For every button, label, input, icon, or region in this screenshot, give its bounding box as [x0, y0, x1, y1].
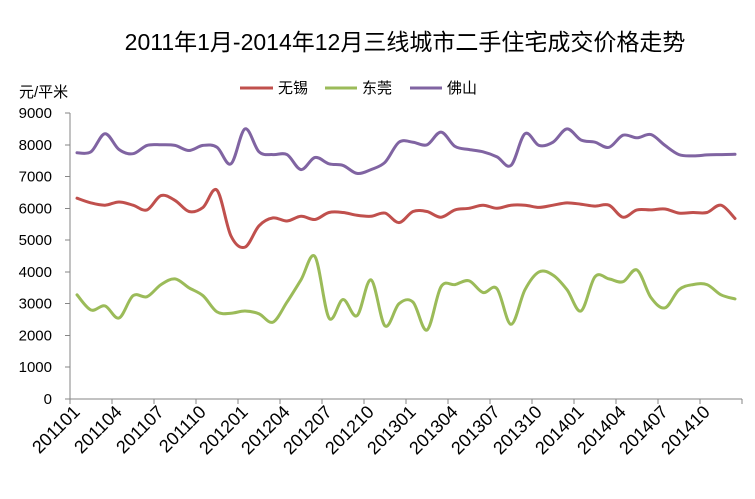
line-series-foshan — [75, 127, 737, 176]
chart-title: 2011年1月-2014年12月三线城市二手住宅成交价格走势 — [125, 29, 686, 55]
y-axis-ticks: 0 1000 2000 3000 4000 5000 6000 7000 8000 9000 — [19, 105, 70, 408]
x-axis-ticks: 2011012011042011072011102012012012042012… — [28, 399, 743, 458]
y-tick-label: 4000 — [19, 264, 52, 281]
legend-item-wuxi: 无锡 — [240, 80, 308, 97]
legend-item-foshan: 佛山 — [410, 80, 477, 97]
legend-label-wuxi: 无锡 — [278, 80, 308, 97]
y-tick-label: 8000 — [19, 137, 52, 154]
y-tick-label: 7000 — [19, 169, 52, 186]
legend: 无锡 东莞 佛山 — [240, 80, 477, 97]
x-tick-label: 201107 — [112, 402, 168, 458]
y-tick-label: 9000 — [19, 105, 52, 122]
y-tick-label: 5000 — [19, 232, 52, 249]
y-tick-label: 0 — [44, 391, 52, 408]
line-series-dongguan — [75, 253, 737, 332]
y-tick-label: 3000 — [19, 296, 52, 313]
line-series-wuxi — [75, 187, 737, 249]
plot-series — [75, 127, 737, 332]
y-tick-label: 6000 — [19, 200, 52, 217]
legend-item-dongguan: 东莞 — [325, 80, 392, 97]
y-tick-label: 2000 — [19, 327, 52, 344]
legend-label-dongguan: 东莞 — [362, 80, 392, 97]
y-tick-label: 1000 — [19, 359, 52, 376]
legend-label-foshan: 佛山 — [447, 80, 477, 97]
y-axis-label: 元/平米 — [19, 84, 68, 101]
